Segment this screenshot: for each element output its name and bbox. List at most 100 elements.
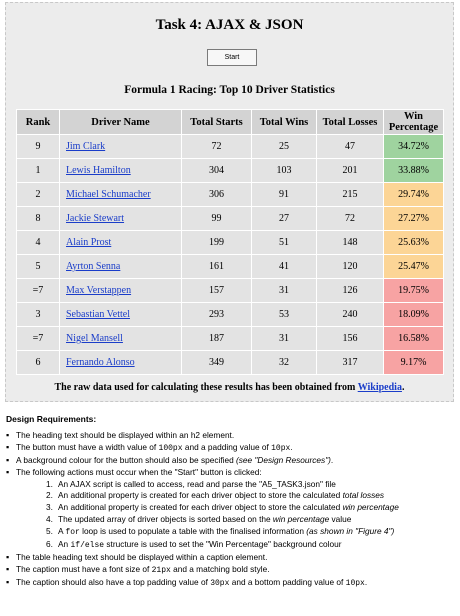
table-row: 4 Alain Prost 199 51 148 25.63% [16,230,444,255]
cell-total-starts: 306 [181,182,252,207]
driver-link[interactable]: Max Verstappen [66,285,132,296]
cell-total-starts: 199 [181,230,252,255]
cell-total-wins: 51 [251,230,317,255]
cell-total-starts: 349 [181,350,252,375]
cell-rank: 9 [16,134,60,159]
table-row: 1 Lewis Hamilton 304 103 201 33.88% [16,158,444,183]
action-item: 1. An AJAX script is called to access, re… [46,478,336,489]
cell-total-wins: 25 [251,134,317,159]
cell-total-losses: 201 [316,158,384,183]
table-header-row: Rank Driver Name Total Starts Total Wins… [16,109,444,135]
source-text: The raw data used for calculating these … [54,382,358,393]
cell-total-starts: 161 [181,254,252,279]
action-item: 5. A for loop is used to populate a table… [46,526,395,538]
header-win-percentage: Win Percentage [383,109,444,135]
driver-link[interactable]: Alain Prost [66,237,112,248]
cell-total-losses: 240 [316,302,384,327]
start-button[interactable]: Start [207,49,257,66]
header-total-losses: Total Losses [316,109,384,135]
table-row: 5 Ayrton Senna 161 41 120 25.47% [16,254,444,279]
cell-rank: 3 [16,302,60,327]
click-actions-list: 1. An AJAX script is called to access, re… [16,479,456,552]
cell-win-percentage: 18.09% [383,302,444,327]
cell-total-wins: 31 [251,278,317,303]
action-item: 3. An additional property is created for … [46,502,399,513]
driver-link[interactable]: Jim Clark [66,141,106,152]
driver-link[interactable]: Nigel Mansell [66,333,123,344]
cell-total-starts: 293 [181,302,252,327]
requirement-item: The following actions must occur when th… [6,467,456,552]
cell-win-percentage: 25.47% [383,254,444,279]
source-end: . [401,382,405,393]
cell-total-starts: 99 [181,206,252,231]
cell-win-percentage: 16.58% [383,326,444,351]
action-item: 6. An if/else structure is used to set th… [46,539,342,551]
page-title: Task 4: AJAX & JSON [155,17,304,33]
header-total-starts: Total Starts [181,109,252,135]
data-source-note: The raw data used for calculating these … [6,382,453,393]
driver-link[interactable]: Sebastian Vettel [66,309,130,320]
cell-win-percentage: 34.72% [383,134,444,159]
driver-link[interactable]: Ayrton Senna [66,261,121,272]
cell-total-losses: 120 [316,254,384,279]
cell-total-wins: 32 [251,350,317,375]
cell-rank: 5 [16,254,60,279]
cell-total-starts: 157 [181,278,252,303]
cell-total-losses: 72 [316,206,384,231]
cell-driver-name: Jackie Stewart [59,206,182,231]
cell-driver-name: Fernando Alonso [59,350,182,375]
cell-rank: 4 [16,230,60,255]
cell-rank: 6 [16,350,60,375]
cell-win-percentage: 25.63% [383,230,444,255]
table-row: 9 Jim Clark 72 25 47 34.72% [16,134,444,159]
cell-rank: 1 [16,158,60,183]
cell-total-losses: 317 [316,350,384,375]
table-row: 8 Jackie Stewart 99 27 72 27.27% [16,206,444,231]
cell-win-percentage: 19.75% [383,278,444,303]
driver-link[interactable]: Lewis Hamilton [66,165,131,176]
table-caption: Formula 1 Racing: Top 10 Driver Statisti… [124,84,335,96]
table-row: 6 Fernando Alonso 349 32 317 9.17% [16,350,444,375]
cell-total-starts: 72 [181,134,252,159]
cell-rank: =7 [16,278,60,303]
table-row: 2 Michael Schumacher 306 91 215 29.74% [16,182,444,207]
cell-driver-name: Jim Clark [59,134,182,159]
header-total-wins: Total Wins [251,109,317,135]
requirement-item: The heading text should be displayed wit… [6,430,456,442]
cell-driver-name: Lewis Hamilton [59,158,182,183]
cell-total-losses: 126 [316,278,384,303]
cell-driver-name: Sebastian Vettel [59,302,182,327]
table-row: =7 Max Verstappen 157 31 126 19.75% [16,278,444,303]
cell-total-losses: 148 [316,230,384,255]
design-requirements: Design Requirements: The heading text sh… [6,414,456,590]
driver-link[interactable]: Fernando Alonso [66,357,135,368]
cell-driver-name: Alain Prost [59,230,182,255]
driver-link[interactable]: Michael Schumacher [66,189,151,200]
cell-total-wins: 91 [251,182,317,207]
task-panel: Task 4: AJAX & JSON Start Formula 1 Raci… [5,2,454,402]
requirement-item: The caption should also have a top paddi… [6,577,456,590]
requirement-item: A background colour for the button shoul… [6,455,456,467]
cell-driver-name: Max Verstappen [59,278,182,303]
cell-driver-name: Michael Schumacher [59,182,182,207]
cell-win-percentage: 33.88% [383,158,444,183]
cell-total-starts: 187 [181,326,252,351]
cell-driver-name: Ayrton Senna [59,254,182,279]
cell-rank: 2 [16,182,60,207]
cell-total-wins: 31 [251,326,317,351]
cell-total-wins: 41 [251,254,317,279]
driver-link[interactable]: Jackie Stewart [66,213,125,224]
cell-win-percentage: 29.74% [383,182,444,207]
cell-total-losses: 47 [316,134,384,159]
driver-stats-table: Rank Driver Name Total Starts Total Wins… [16,109,444,375]
cell-total-starts: 304 [181,158,252,183]
header-driver-name: Driver Name [59,109,182,135]
cell-total-wins: 53 [251,302,317,327]
wikipedia-link[interactable]: Wikipedia [357,382,402,393]
table-row: =7 Nigel Mansell 187 31 156 16.58% [16,326,444,351]
cell-total-losses: 215 [316,182,384,207]
header-rank: Rank [16,109,60,135]
cell-total-wins: 103 [251,158,317,183]
cell-win-percentage: 9.17% [383,350,444,375]
requirements-list: The heading text should be displayed wit… [6,430,456,590]
